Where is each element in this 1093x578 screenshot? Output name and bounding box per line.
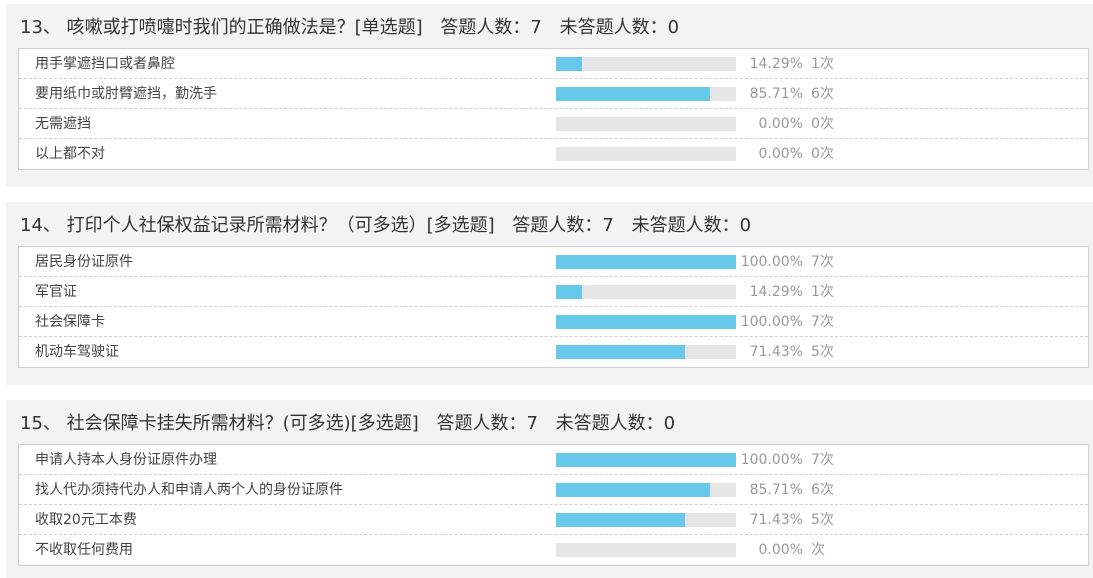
options-table: 居民身份证原件 100.00% 7次 军官证 14.29% 1次 社会保障卡 1… — [18, 246, 1089, 368]
option-count: 次 — [811, 542, 825, 558]
question-number: 13、 — [20, 17, 61, 38]
option-label: 军官证 — [35, 284, 77, 300]
option-count: 7次 — [811, 452, 834, 468]
option-row: 收取20元工本费 71.43% 5次 — [19, 505, 1088, 535]
unanswered-count: 未答题人数：0 — [559, 17, 680, 38]
option-label: 机动车驾驶证 — [35, 344, 119, 360]
option-row: 以上都不对 0.00% 0次 — [19, 139, 1088, 169]
question-text: 打印个人社保权益记录所需材料？（可多选）[多选题] — [66, 215, 495, 236]
percent-bar-fill — [556, 315, 736, 329]
option-percent: 0.00% — [758, 542, 803, 558]
percent-bar — [556, 513, 736, 527]
percent-bar-fill — [556, 57, 582, 71]
percent-bar — [556, 315, 736, 329]
options-table: 用手掌遮挡口或者鼻腔 14.29% 1次 要用纸巾或肘臂遮挡，勤洗手 85.71… — [18, 48, 1089, 170]
option-row: 找人代办须持代办人和申请人两个人的身份证原件 85.71% 6次 — [19, 475, 1088, 505]
option-row: 机动车驾驶证 71.43% 5次 — [19, 337, 1088, 367]
question-title: 14、 打印个人社保权益记录所需材料？（可多选）[多选题] 答题人数：7 未答题… — [20, 212, 1093, 240]
percent-bar — [556, 453, 736, 467]
percent-bar-fill — [556, 453, 736, 467]
percent-bar-fill — [556, 255, 736, 269]
option-percent: 0.00% — [758, 116, 803, 132]
option-count: 5次 — [811, 344, 834, 360]
option-label: 无需遮挡 — [35, 116, 91, 132]
option-percent: 85.71% — [749, 482, 803, 498]
percent-bar — [556, 117, 736, 131]
option-count: 7次 — [811, 314, 834, 330]
option-count: 5次 — [811, 512, 834, 528]
option-count: 7次 — [811, 254, 834, 270]
option-percent: 71.43% — [749, 512, 803, 528]
option-row: 不收取任何费用 0.00% 次 — [19, 535, 1088, 565]
answered-count: 答题人数：7 — [440, 17, 542, 38]
option-row: 社会保障卡 100.00% 7次 — [19, 307, 1088, 337]
option-percent: 100.00% — [740, 314, 803, 330]
option-row: 用手掌遮挡口或者鼻腔 14.29% 1次 — [19, 49, 1088, 79]
answered-count: 答题人数：7 — [436, 413, 538, 434]
question-15: 15、 社会保障卡挂失所需材料？(可多选)[多选题] 答题人数：7 未答题人数：… — [6, 400, 1093, 578]
option-row: 军官证 14.29% 1次 — [19, 277, 1088, 307]
option-label: 不收取任何费用 — [35, 542, 133, 558]
question-title: 13、 咳嗽或打喷嚏时我们的正确做法是？[单选题] 答题人数：7 未答题人数：0 — [20, 14, 1093, 42]
percent-bar — [556, 147, 736, 161]
option-label: 要用纸巾或肘臂遮挡，勤洗手 — [35, 86, 217, 102]
option-count: 6次 — [811, 86, 834, 102]
option-label: 收取20元工本费 — [35, 512, 137, 528]
option-label: 居民身份证原件 — [35, 254, 133, 270]
option-row: 要用纸巾或肘臂遮挡，勤洗手 85.71% 6次 — [19, 79, 1088, 109]
option-count: 1次 — [811, 284, 834, 300]
option-row: 无需遮挡 0.00% 0次 — [19, 109, 1088, 139]
option-label: 申请人持本人身份证原件办理 — [35, 452, 217, 468]
option-percent: 100.00% — [740, 254, 803, 270]
percent-bar-fill — [556, 345, 685, 359]
option-label: 社会保障卡 — [35, 314, 105, 330]
percent-bar — [556, 87, 736, 101]
question-13: 13、 咳嗽或打喷嚏时我们的正确做法是？[单选题] 答题人数：7 未答题人数：0… — [6, 4, 1093, 187]
percent-bar-fill — [556, 483, 711, 497]
option-percent: 14.29% — [749, 56, 803, 72]
percent-bar-fill — [556, 87, 711, 101]
unanswered-count: 未答题人数：0 — [555, 413, 676, 434]
question-text: 咳嗽或打喷嚏时我们的正确做法是？[单选题] — [66, 17, 423, 38]
option-label: 以上都不对 — [35, 146, 105, 162]
question-text: 社会保障卡挂失所需材料？(可多选)[多选题] — [66, 413, 419, 434]
option-count: 6次 — [811, 482, 834, 498]
percent-bar — [556, 543, 736, 557]
options-table: 申请人持本人身份证原件办理 100.00% 7次 找人代办须持代办人和申请人两个… — [18, 444, 1089, 566]
option-percent: 71.43% — [749, 344, 803, 360]
percent-bar — [556, 255, 736, 269]
question-number: 15、 — [20, 413, 61, 434]
unanswered-count: 未答题人数：0 — [631, 215, 752, 236]
percent-bar-fill — [556, 285, 582, 299]
option-percent: 14.29% — [749, 284, 803, 300]
option-count: 0次 — [811, 116, 834, 132]
percent-bar — [556, 285, 736, 299]
question-number: 14、 — [20, 215, 61, 236]
answered-count: 答题人数：7 — [512, 215, 614, 236]
question-title: 15、 社会保障卡挂失所需材料？(可多选)[多选题] 答题人数：7 未答题人数：… — [20, 410, 1093, 438]
percent-bar — [556, 483, 736, 497]
option-label: 找人代办须持代办人和申请人两个人的身份证原件 — [35, 482, 343, 498]
option-row: 申请人持本人身份证原件办理 100.00% 7次 — [19, 445, 1088, 475]
option-percent: 85.71% — [749, 86, 803, 102]
option-percent: 100.00% — [740, 452, 803, 468]
option-row: 居民身份证原件 100.00% 7次 — [19, 247, 1088, 277]
option-count: 0次 — [811, 146, 834, 162]
percent-bar-fill — [556, 513, 685, 527]
percent-bar — [556, 345, 736, 359]
option-percent: 0.00% — [758, 146, 803, 162]
option-label: 用手掌遮挡口或者鼻腔 — [35, 56, 175, 72]
question-14: 14、 打印个人社保权益记录所需材料？（可多选）[多选题] 答题人数：7 未答题… — [6, 202, 1093, 385]
percent-bar — [556, 57, 736, 71]
option-count: 1次 — [811, 56, 834, 72]
